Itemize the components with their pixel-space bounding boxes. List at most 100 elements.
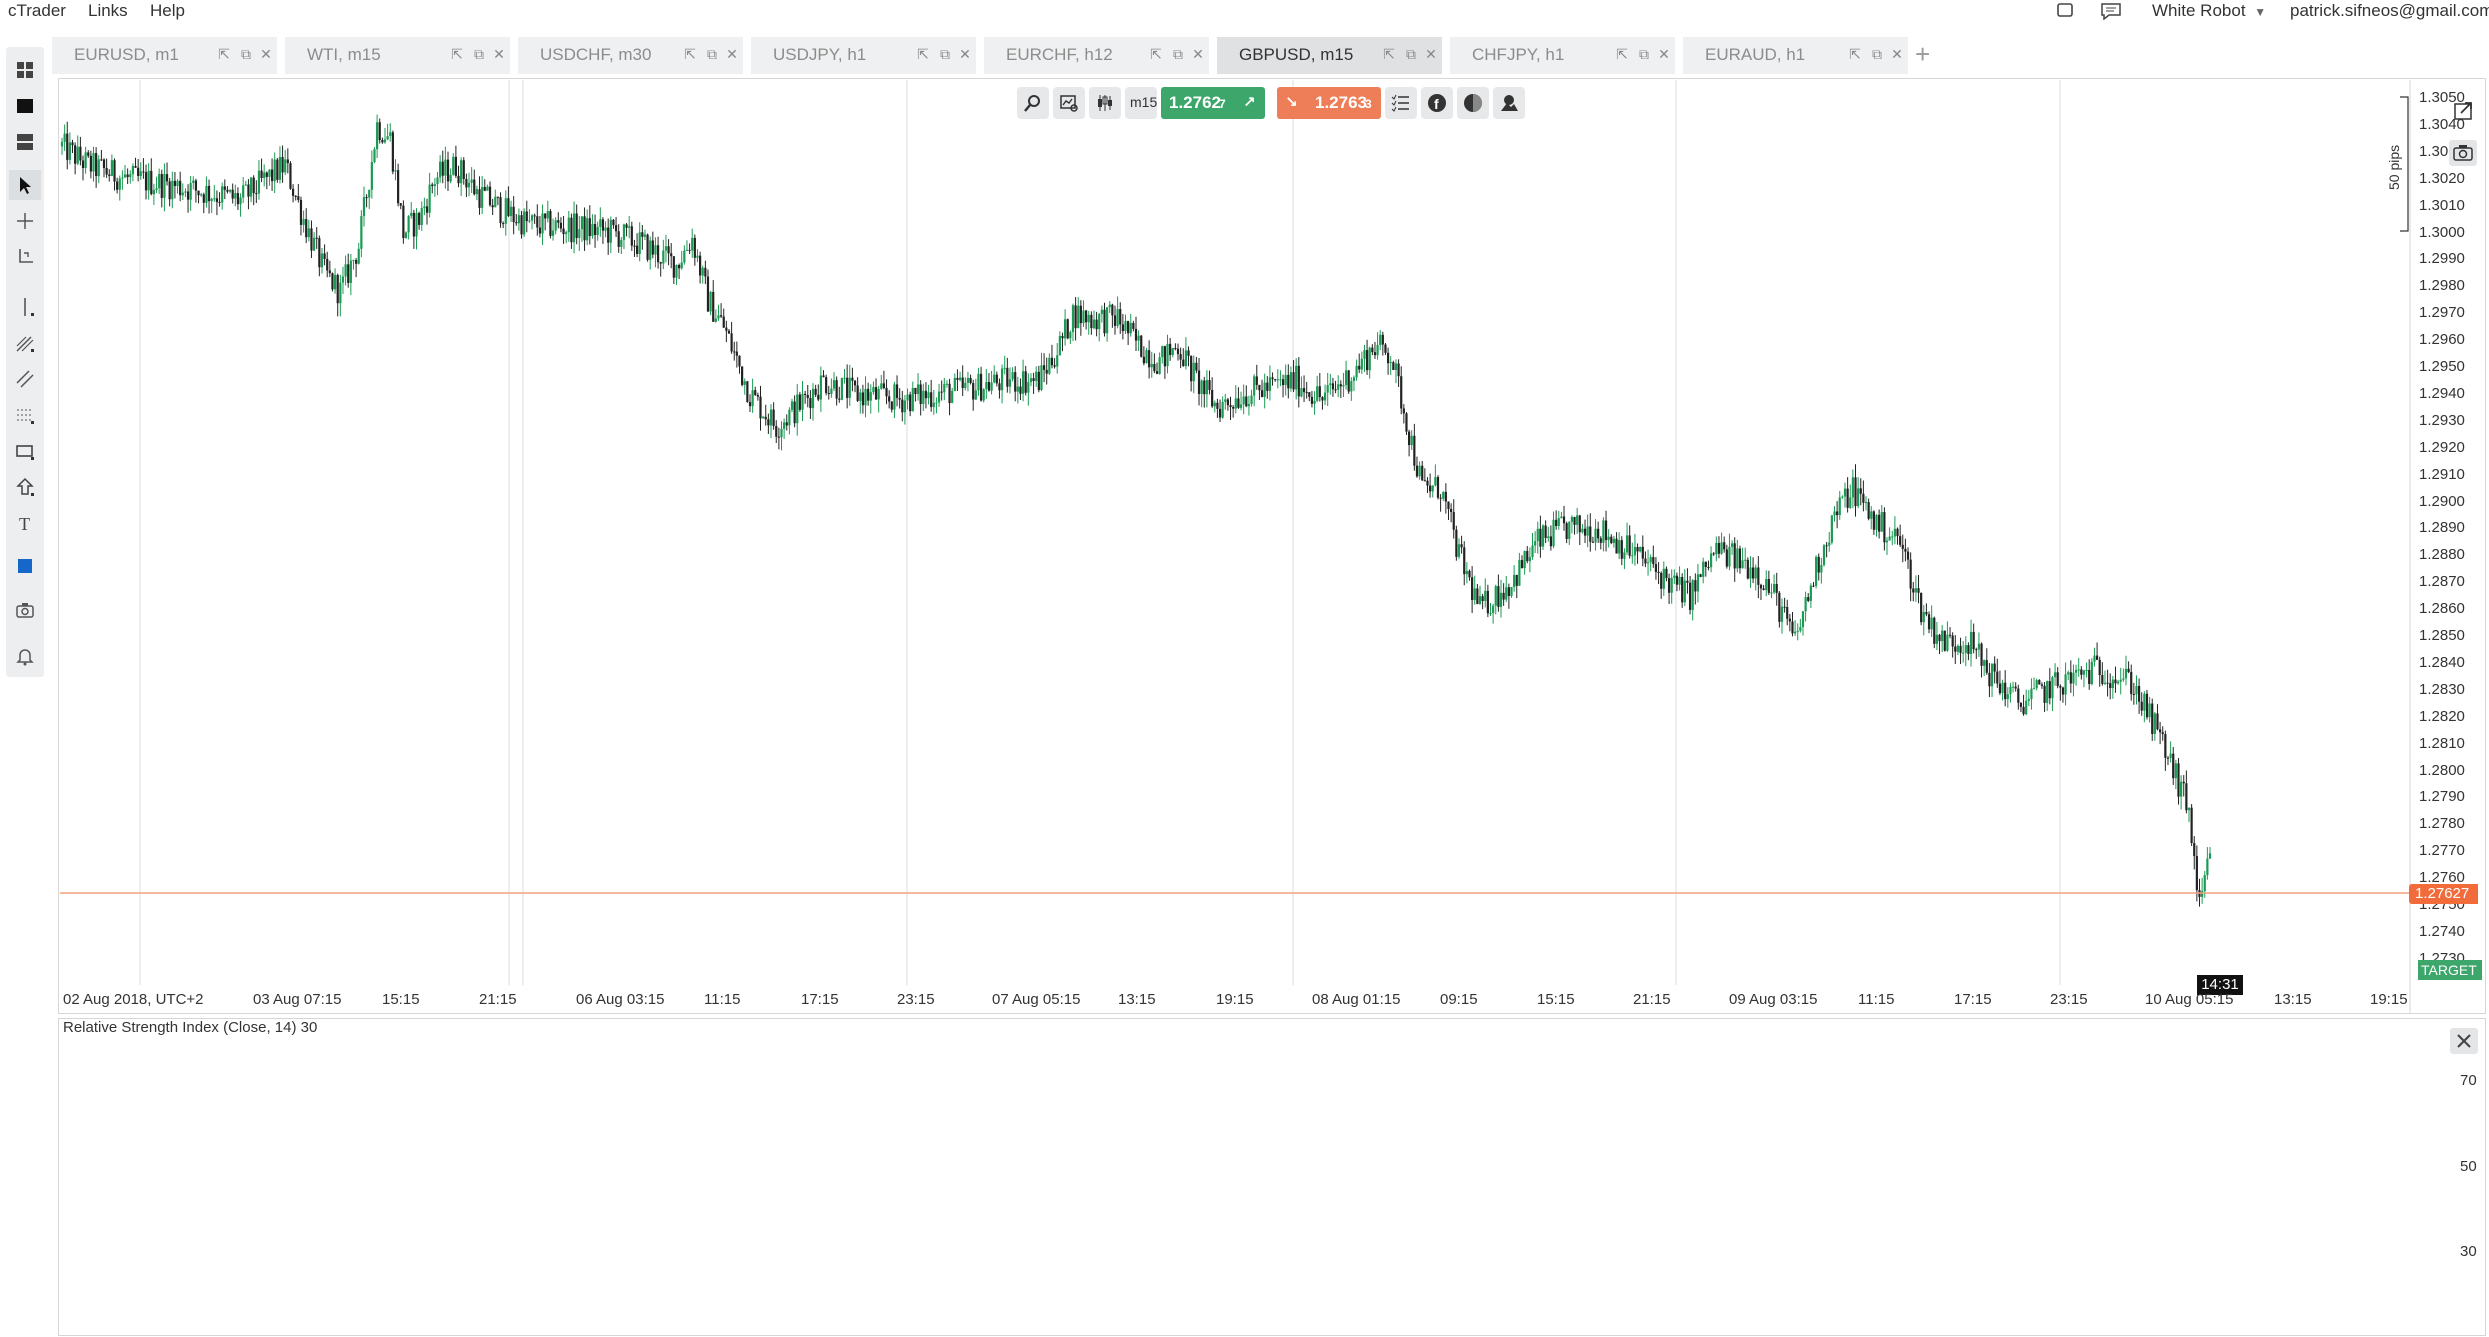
facebook-icon[interactable]: f [1421, 87, 1453, 119]
link-icon[interactable]: ⧉ [1872, 46, 1882, 62]
candle-body [874, 387, 878, 400]
rsi-panel[interactable] [58, 1018, 2486, 1336]
chevron-down-icon: ▼ [2254, 5, 2267, 19]
detach-icon[interactable]: ⇱ [1616, 46, 1628, 62]
candle-body [326, 258, 329, 271]
menu-links[interactable]: Links [88, 1, 128, 20]
candle-body [738, 355, 741, 367]
sell-price: 1.2763 [1315, 93, 1367, 112]
tab-eurusd[interactable]: EURUSD, m1 ⇱ ⧉ ✕ [52, 37, 278, 74]
candle-body [1179, 354, 1182, 360]
split-chart-icon[interactable] [9, 127, 41, 157]
robot-select[interactable]: White Robot ▼ [2152, 0, 2266, 23]
candle-body [1670, 577, 1673, 593]
tab-eurchf[interactable]: EURCHF, h12 ⇱ ⧉ ✕ [984, 37, 1210, 74]
sell-button[interactable]: ↘ 1.2763 3 [1277, 87, 1381, 119]
order-list-icon[interactable] [1385, 87, 1417, 119]
close-icon[interactable]: ✕ [1425, 46, 1437, 62]
candle-body [557, 220, 560, 223]
close-icon[interactable]: ✕ [1658, 46, 1670, 62]
window-icon[interactable] [2056, 2, 2074, 18]
sentiment-icon[interactable] [1457, 87, 1489, 119]
candle-body [1308, 392, 1311, 397]
link-icon[interactable]: ⧉ [707, 46, 717, 62]
text-icon[interactable]: T [9, 508, 41, 538]
chart-settings-icon[interactable] [1053, 87, 1085, 119]
channel-icon[interactable] [9, 364, 41, 394]
chart-type-icon[interactable] [1089, 87, 1121, 119]
pips-ruler-label: 50 pips [2386, 144, 2402, 190]
close-icon[interactable]: ✕ [260, 46, 272, 62]
camera-icon[interactable] [9, 595, 41, 625]
candle-body [2048, 681, 2051, 699]
fibonacci-icon[interactable] [9, 328, 41, 358]
measure-icon[interactable] [9, 242, 41, 272]
buy-button[interactable]: 1.2762 7 ↗ [1161, 87, 1265, 119]
single-chart-icon[interactable] [9, 91, 41, 121]
target-tag[interactable]: TARGET [2418, 960, 2482, 980]
detach-icon[interactable]: ⇱ [1383, 46, 1395, 62]
detach-icon[interactable]: ⇱ [684, 46, 696, 62]
tab-usdjpy[interactable]: USDJPY, h1 ⇱ ⧉ ✕ [751, 37, 977, 74]
candle-body [1555, 519, 1558, 526]
close-icon[interactable]: ✕ [726, 46, 738, 62]
horizontal-lines-icon[interactable] [9, 400, 41, 430]
candle-body [1350, 381, 1353, 392]
tab-wti[interactable]: WTI, m15 ⇱ ⧉ ✕ [285, 37, 511, 74]
cursor-icon[interactable] [9, 170, 41, 200]
close-icon[interactable]: ✕ [1891, 46, 1903, 62]
link-icon[interactable]: ⧉ [1173, 46, 1183, 62]
price-chart-panel[interactable] [58, 78, 2486, 1014]
close-icon[interactable]: ✕ [493, 46, 505, 62]
link-icon[interactable]: ⧉ [1639, 46, 1649, 62]
candle-body [1901, 544, 1904, 549]
rsi-indicator-title[interactable]: Relative Strength Index (Close, 14) 30 [63, 1019, 318, 1036]
tab-chfjpy[interactable]: CHFJPY, h1 ⇱ ⧉ ✕ [1450, 37, 1676, 74]
chart-shot-icon[interactable] [1493, 87, 1525, 119]
menu-ctrader[interactable]: cTrader [8, 1, 66, 20]
detach-icon[interactable]: ⇱ [451, 46, 463, 62]
crosshair-icon[interactable] [9, 206, 41, 236]
rectangle-icon[interactable] [9, 436, 41, 466]
close-indicator-button[interactable] [2450, 1028, 2478, 1054]
time-tick-label: 03 Aug 07:15 [253, 991, 342, 1008]
account-email[interactable]: patrick.sifneos@gmail.com [2290, 1, 2489, 20]
candle-body [1255, 376, 1258, 385]
candle-body [1891, 536, 1894, 538]
candle-body [74, 145, 77, 164]
candle-body [1499, 592, 1503, 607]
candle-body [1413, 435, 1416, 466]
candle-body [930, 392, 933, 408]
timeframe-button[interactable]: m15 [1125, 87, 1157, 119]
tab-euraud[interactable]: EURAUD, h1 ⇱ ⧉ ✕ [1683, 37, 1909, 74]
vertical-line-icon[interactable] [9, 292, 41, 322]
candle-body [2067, 672, 2070, 675]
detach-icon[interactable]: ⇱ [218, 46, 230, 62]
menu-help[interactable]: Help [150, 1, 185, 20]
detach-icon[interactable]: ⇱ [917, 46, 929, 62]
zoom-icon[interactable] [1017, 87, 1049, 119]
link-icon[interactable]: ⧉ [940, 46, 950, 62]
tab-gbpusd[interactable]: GBPUSD, m15 ⇱ ⧉ ✕ [1217, 37, 1443, 74]
tab-usdchf[interactable]: USDCHF, m30 ⇱ ⧉ ✕ [518, 37, 744, 74]
screenshot-camera-icon[interactable] [2449, 140, 2477, 166]
candle-body [1730, 543, 1734, 547]
close-icon[interactable]: ✕ [1192, 46, 1204, 62]
candle-body [1058, 336, 1061, 356]
detach-chart-icon[interactable] [2449, 98, 2477, 124]
link-icon[interactable]: ⧉ [474, 46, 484, 62]
candle-body [1274, 379, 1277, 381]
arrow-up-icon[interactable] [9, 472, 41, 502]
detach-icon[interactable]: ⇱ [1150, 46, 1162, 62]
color-picker-icon[interactable] [9, 551, 41, 581]
bell-icon[interactable] [9, 641, 41, 671]
detach-icon[interactable]: ⇱ [1849, 46, 1861, 62]
close-icon[interactable]: ✕ [959, 46, 971, 62]
candle-body [2161, 732, 2164, 735]
chat-icon[interactable] [2100, 2, 2121, 21]
link-icon[interactable]: ⧉ [241, 46, 251, 62]
add-tab-icon[interactable]: + [1915, 39, 1931, 69]
candle-body [1547, 536, 1550, 538]
grid-layout-icon[interactable] [9, 55, 41, 85]
link-icon[interactable]: ⧉ [1406, 46, 1416, 62]
